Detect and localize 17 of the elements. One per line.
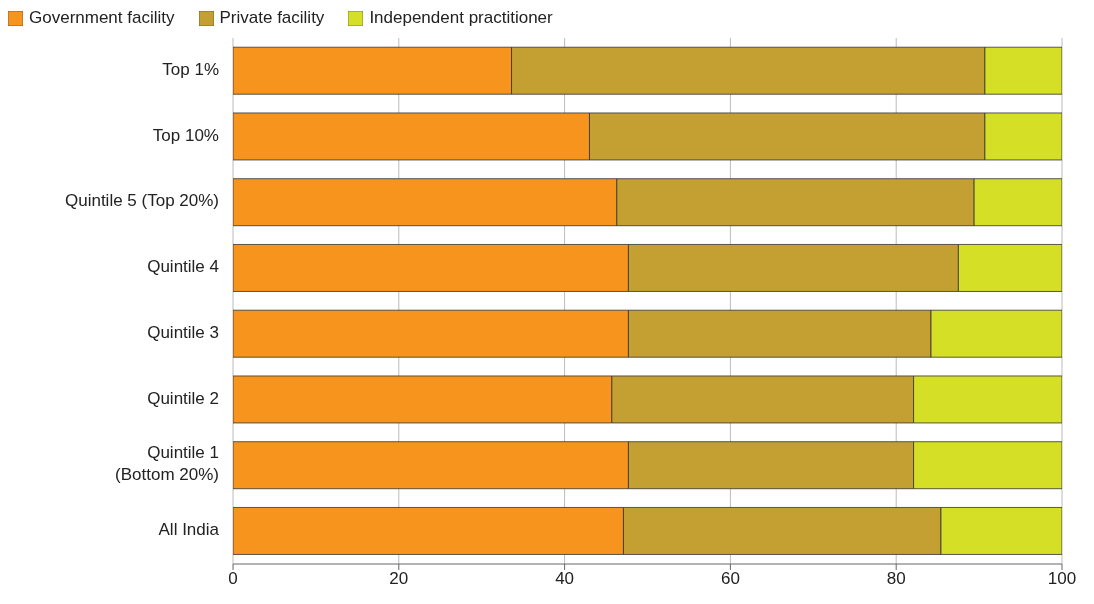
x-tick-label: 100 (1047, 569, 1077, 589)
y-tick-label: Quintile 4 (147, 257, 219, 277)
x-tick-label: 20 (389, 569, 409, 589)
x-tick-label: 80 (886, 569, 906, 589)
y-tick-label: All India (158, 520, 220, 540)
y-tick-label: Quintile 3 (147, 323, 219, 343)
y-tick-label: Top 10% (152, 126, 219, 146)
y-tick-label: Top 1% (162, 60, 219, 80)
legend-label: Private facility (219, 8, 325, 28)
x-tick-label: 0 (228, 569, 238, 589)
x-tick-label: 60 (720, 569, 740, 589)
y-tick-label: Quintile 1 (Bottom 20%) (115, 443, 219, 485)
legend-label: Independent practitioner (369, 8, 553, 28)
legend-label: Government facility (29, 8, 175, 28)
y-tick-label: Quintile 2 (147, 389, 219, 409)
x-tick-label: 40 (555, 569, 575, 589)
y-tick-label: Quintile 5 (Top 20%) (64, 191, 219, 211)
